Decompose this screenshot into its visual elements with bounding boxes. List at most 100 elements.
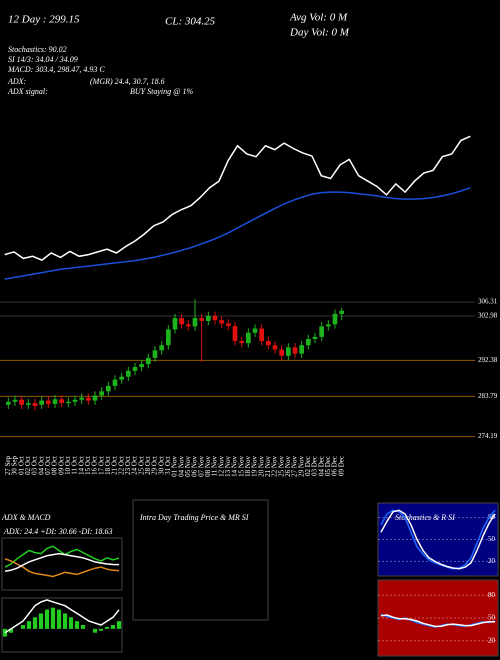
x-tick-label: 31 Oct [164, 456, 172, 475]
panel-border [132, 499, 269, 621]
histogram-bar [104, 626, 110, 629]
candle-body [152, 350, 158, 358]
x-tick-label: 21 Nov [264, 456, 272, 477]
macd-value: MACD: 303.4, 298.47, 4.93 C [7, 65, 105, 74]
histogram-bar [38, 613, 44, 629]
candle-body [306, 338, 311, 346]
candle-body [52, 399, 58, 404]
histogram-bar [110, 625, 116, 629]
candle-body [146, 357, 151, 365]
candle-body [12, 399, 18, 402]
x-tick-label: 12 Nov [217, 456, 225, 477]
y-tick-label: 306.31 [478, 298, 498, 306]
candle-body [326, 324, 331, 327]
candle-body [32, 403, 38, 407]
candle-body [246, 332, 251, 344]
histogram-bar [2, 628, 8, 637]
x-tick-label: 30 Oct [157, 456, 165, 475]
x-tick-label: 07 Nov [197, 456, 205, 477]
histogram-bar [56, 609, 62, 629]
histogram-bar [92, 628, 98, 633]
candle-body [66, 401, 71, 404]
candle-body [339, 310, 344, 314]
x-tick-label: 07 Oct [44, 456, 52, 475]
x-tick-label: 27 Sep [4, 456, 12, 476]
day-average: 12 Day : 299.15 [8, 14, 80, 26]
histogram-bar [20, 625, 26, 629]
histogram-bar [50, 607, 56, 629]
candle-body [266, 341, 271, 346]
y-tick-label: 302.98 [478, 312, 498, 320]
histogram-bar [26, 621, 32, 629]
panel-border [377, 579, 499, 657]
x-tick-label: 01 Oct [17, 456, 25, 475]
series-line [4, 558, 120, 578]
panel-border [1, 597, 123, 653]
candle-body [332, 313, 338, 325]
panel-title: Intra Day Trading Price & MR SI [139, 513, 249, 522]
y-tick-label: 50 [488, 535, 496, 543]
x-tick-label: 15 Nov [237, 456, 245, 477]
candle-body [139, 364, 144, 368]
x-tick-label: 22 Oct [117, 456, 125, 475]
series-line [380, 509, 496, 570]
candle-body [119, 376, 124, 380]
x-tick-label: 04 Nov [177, 456, 185, 477]
x-tick-label: 06 Nov [191, 456, 199, 477]
x-tick-label: 03 Dec [311, 456, 319, 476]
stochastics-value: Stochastics: 90.02 [8, 45, 67, 54]
series-line [4, 186, 471, 280]
candle-body [86, 397, 91, 401]
x-tick-label: 20 Nov [257, 456, 265, 477]
x-tick-label: 18 Oct [104, 456, 112, 475]
candle-body [6, 401, 11, 405]
x-tick-label: 22 Nov [271, 456, 279, 477]
candle-body [259, 328, 264, 342]
y-tick-label: 50 [488, 614, 496, 622]
series-line [4, 599, 120, 634]
candle-body [226, 323, 231, 326]
candle-body [186, 324, 191, 327]
candle-body [192, 318, 198, 327]
series-line [380, 614, 495, 628]
x-tick-label: 17 Oct [97, 456, 105, 475]
y-tick-label: 80 [488, 513, 496, 521]
panel-title: ADX & MACD [1, 513, 51, 522]
x-tick-label: 10 Oct [64, 456, 72, 475]
candle-body [106, 385, 111, 392]
adx-signal-label: ADX signal: [7, 87, 48, 96]
panel-border [1, 537, 123, 591]
candle-body [279, 349, 284, 356]
x-tick-label: 11 Nov [211, 456, 219, 477]
candle-body [72, 399, 78, 402]
candle-body [79, 397, 84, 400]
x-tick-label: 29 Nov [297, 456, 305, 477]
candle-body [92, 395, 98, 401]
candle-body [212, 315, 218, 321]
panel-subtitle: ADX: 24.4 +DI: 30.66 -DI: 18.63 [3, 527, 113, 536]
y-tick-label: 292.38 [478, 356, 498, 364]
candle-body [19, 399, 24, 405]
candle-body [166, 329, 171, 346]
x-tick-label: 29 Oct [151, 456, 159, 475]
candle-body [299, 345, 304, 354]
y-tick-label: 20 [488, 636, 496, 644]
x-tick-label: 13 Nov [224, 456, 232, 477]
panel-border [377, 502, 499, 577]
x-tick-label: 09 Dec [337, 456, 345, 476]
day-volume: Day Vol: 0 M [289, 27, 350, 39]
histogram-bar [98, 628, 104, 631]
x-tick-label: 15 Oct [84, 456, 92, 475]
x-tick-label: 19 Nov [251, 456, 259, 477]
candle-body [39, 400, 44, 405]
x-tick-label: 02 Oct [24, 456, 32, 475]
panel-title: Stochastics & R SI [395, 513, 455, 522]
x-tick-label: 08 Oct [51, 456, 59, 475]
x-tick-label: 27 Nov [291, 456, 299, 477]
candle-body [159, 345, 164, 351]
x-tick-label: 14 Oct [77, 456, 85, 475]
histogram-bar [68, 617, 74, 629]
x-tick-label: 18 Nov [244, 456, 252, 477]
histogram-bar [62, 613, 68, 629]
series-line [380, 509, 496, 570]
